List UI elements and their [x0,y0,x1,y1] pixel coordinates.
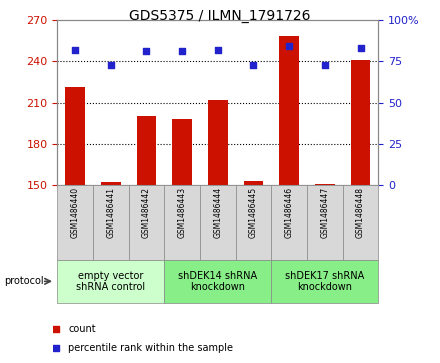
Text: GSM1486448: GSM1486448 [356,187,365,238]
FancyBboxPatch shape [164,260,271,303]
FancyBboxPatch shape [128,185,164,260]
Bar [101,182,121,185]
Text: shDEK17 shRNA
knockdown: shDEK17 shRNA knockdown [285,270,364,292]
FancyBboxPatch shape [93,185,128,260]
Text: empty vector
shRNA control: empty vector shRNA control [76,270,145,292]
Point [214,47,221,53]
Text: GSM1486440: GSM1486440 [70,187,80,238]
Bar [315,184,335,185]
Text: count: count [68,323,96,334]
Point [252,87,259,93]
FancyBboxPatch shape [236,185,271,260]
Bar [279,36,299,185]
FancyBboxPatch shape [164,185,200,260]
Point [143,48,150,54]
Point [357,45,364,51]
FancyBboxPatch shape [200,185,236,260]
Text: GSM1486444: GSM1486444 [213,187,222,238]
FancyBboxPatch shape [57,185,93,260]
Text: GSM1486443: GSM1486443 [178,187,187,238]
Bar [136,116,156,185]
FancyBboxPatch shape [271,185,307,260]
FancyBboxPatch shape [343,185,378,260]
FancyBboxPatch shape [57,260,164,303]
Text: protocol: protocol [4,276,44,286]
Point [107,62,114,68]
Text: percentile rank within the sample: percentile rank within the sample [68,343,233,354]
FancyBboxPatch shape [271,260,378,303]
Text: shDEK14 shRNA
knockdown: shDEK14 shRNA knockdown [178,270,257,292]
Text: GSM1486441: GSM1486441 [106,187,115,238]
Point [250,62,257,68]
Text: GSM1486445: GSM1486445 [249,187,258,238]
Point [252,269,259,274]
Point [321,62,328,68]
Text: GSM1486442: GSM1486442 [142,187,151,238]
Point [286,44,293,49]
Bar [65,87,85,185]
Bar [244,181,263,185]
Bar [172,119,192,185]
Bar [351,60,370,185]
Point [179,48,186,54]
Text: GDS5375 / ILMN_1791726: GDS5375 / ILMN_1791726 [129,9,311,23]
Text: GSM1486447: GSM1486447 [320,187,330,238]
Text: GSM1486446: GSM1486446 [285,187,293,238]
Point [72,47,79,53]
Bar [208,100,227,185]
FancyBboxPatch shape [307,185,343,260]
